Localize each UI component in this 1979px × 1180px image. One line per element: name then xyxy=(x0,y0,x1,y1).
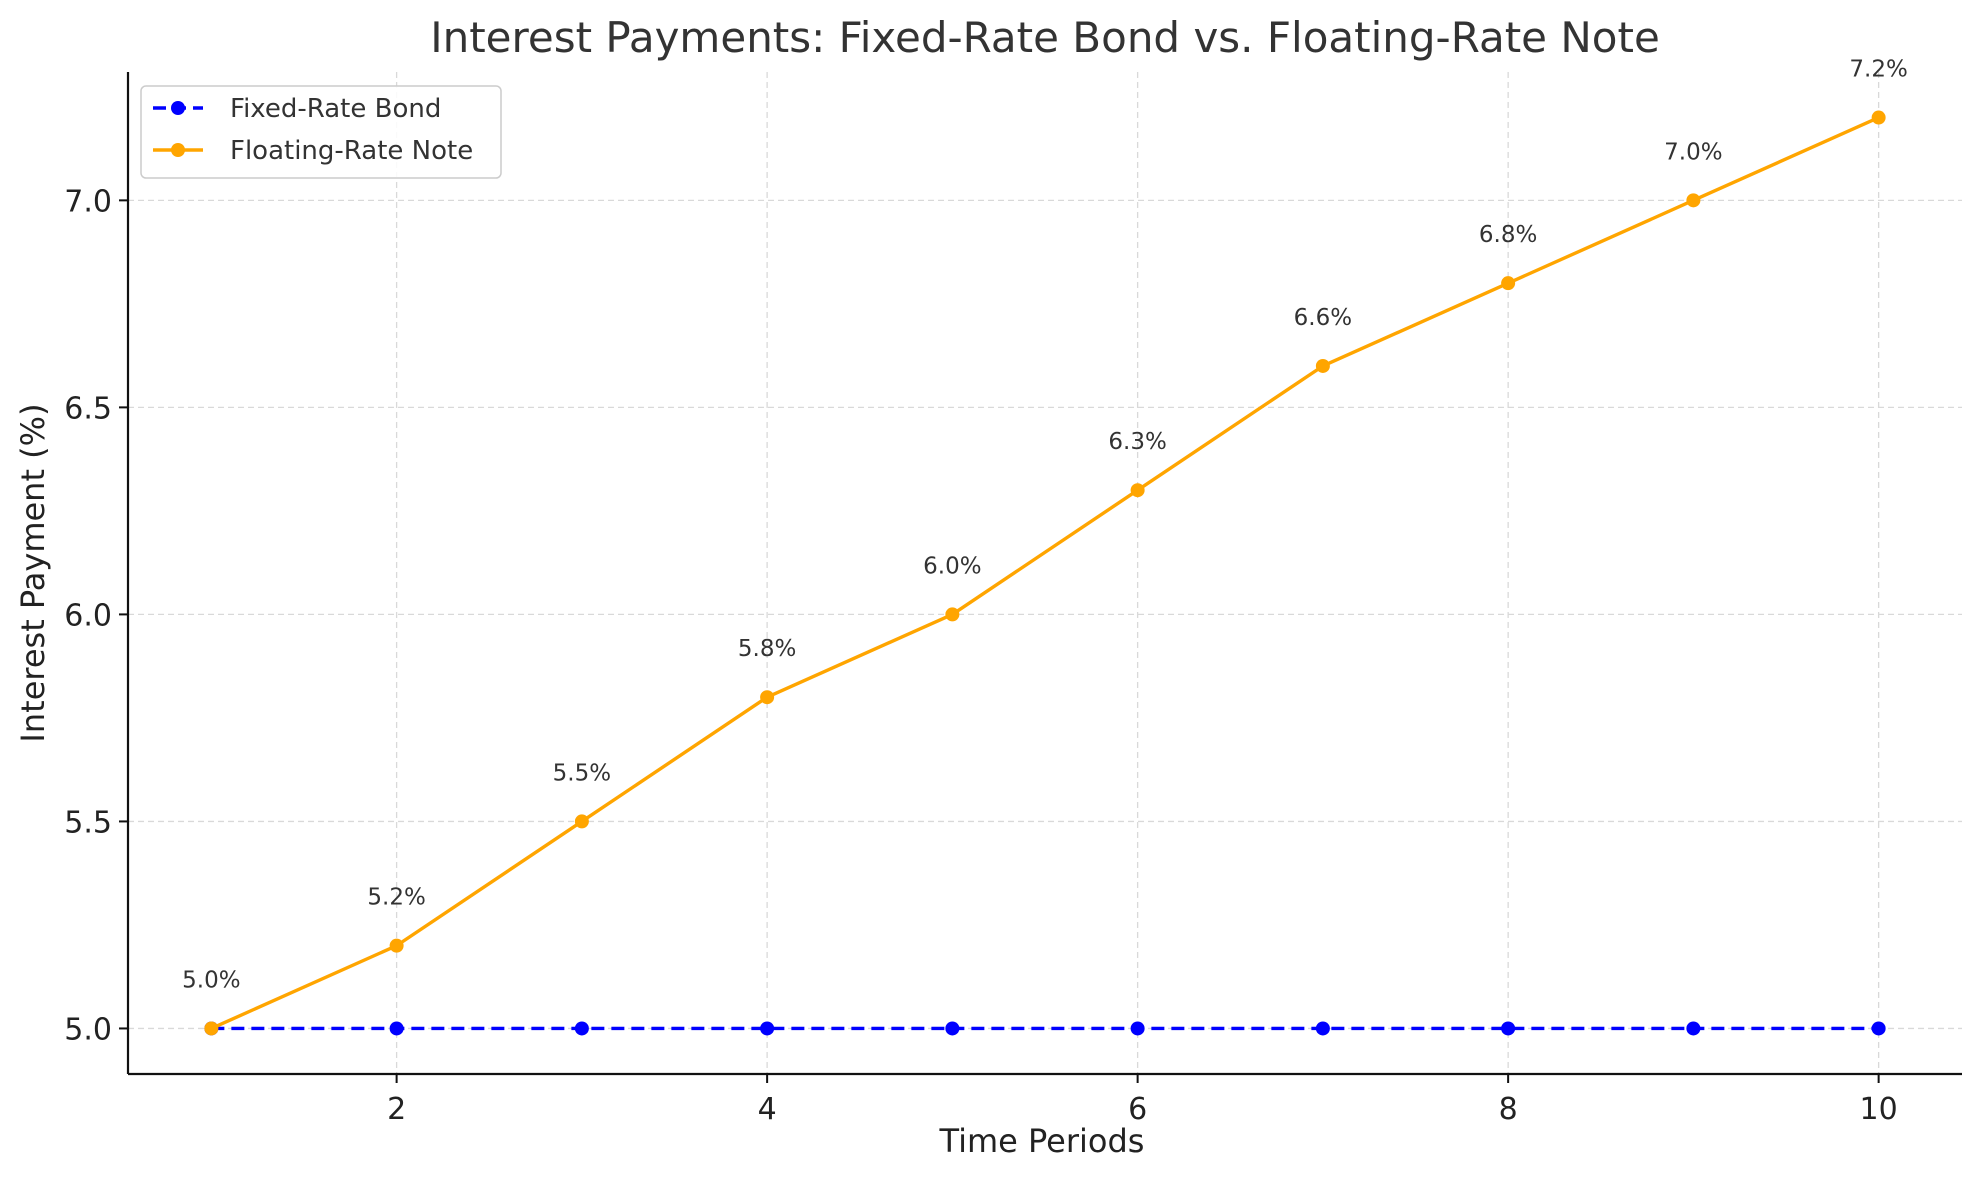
data-labels: 5.0% 5.2% 5.5% 5.8% 6.0% 6.3% 6.6% 6.8% 7.0% 7.2% xyxy=(182,57,1908,994)
data-label: 5.5% xyxy=(553,760,611,786)
x-tick-label: 2 xyxy=(387,1092,406,1127)
y-tick-label: 6.0 xyxy=(64,598,112,633)
series-line-2 xyxy=(210,115,1880,1031)
data-label: 7.0% xyxy=(1664,139,1722,165)
series-2-point xyxy=(574,814,589,829)
data-label: 5.2% xyxy=(367,885,425,911)
y-axis-label: Interest Payment (%) xyxy=(14,403,52,742)
x-axis-label: Time Periods xyxy=(939,1122,1145,1160)
series-1-point xyxy=(1871,1021,1886,1036)
series-2-point xyxy=(204,1021,219,1036)
series-2-point xyxy=(1130,483,1145,498)
series-1-point xyxy=(945,1021,960,1036)
legend-label-1: Fixed-Rate Bond xyxy=(230,94,441,124)
x-tick-label: 10 xyxy=(1860,1092,1898,1127)
y-tick-label: 5.5 xyxy=(64,805,112,840)
data-label: 6.8% xyxy=(1479,222,1537,248)
data-label: 5.8% xyxy=(738,636,796,662)
data-label: 5.0% xyxy=(182,967,240,993)
axes: 2 4 6 8 10 5.0 5.5 6.0 6.5 7.0 xyxy=(64,72,1962,1127)
legend: Fixed-Rate Bond Floating-Rate Note xyxy=(140,85,502,179)
series-2-point xyxy=(1871,110,1886,125)
legend-marker-2 xyxy=(171,143,185,157)
series-2-point xyxy=(1686,193,1701,208)
x-tick-label: 8 xyxy=(1499,1092,1518,1127)
legend-label-2: Floating-Rate Note xyxy=(230,136,473,166)
series-1-point xyxy=(1501,1021,1516,1036)
series-2-point xyxy=(945,607,960,622)
data-label: 7.2% xyxy=(1849,57,1907,83)
data-label: 6.0% xyxy=(923,553,981,579)
data-label: 6.3% xyxy=(1108,429,1166,455)
legend-marker-1 xyxy=(171,101,185,115)
series-2-point xyxy=(760,690,775,705)
series-2-point xyxy=(389,938,404,953)
data-label: 6.6% xyxy=(1294,305,1352,331)
x-tick-label: 6 xyxy=(1128,1092,1147,1127)
chart-title: Interest Payments: Fixed-Rate Bond vs. F… xyxy=(430,13,1660,62)
y-tick-label: 7.0 xyxy=(64,184,112,219)
grid-lines xyxy=(128,72,1962,1074)
series-1-point xyxy=(1315,1021,1330,1036)
series-2-point xyxy=(1501,276,1516,291)
series-1-point xyxy=(574,1021,589,1036)
series-1-point xyxy=(389,1021,404,1036)
series-1-point xyxy=(1130,1021,1145,1036)
series-1-point xyxy=(760,1021,775,1036)
series-layer xyxy=(204,110,1886,1036)
x-tick-label: 4 xyxy=(758,1092,777,1127)
y-tick-label: 5.0 xyxy=(64,1012,112,1047)
series-1-point xyxy=(1686,1021,1701,1036)
series-2-point xyxy=(1315,358,1330,373)
legend-box xyxy=(140,85,502,179)
y-tick-label: 6.5 xyxy=(64,391,112,426)
